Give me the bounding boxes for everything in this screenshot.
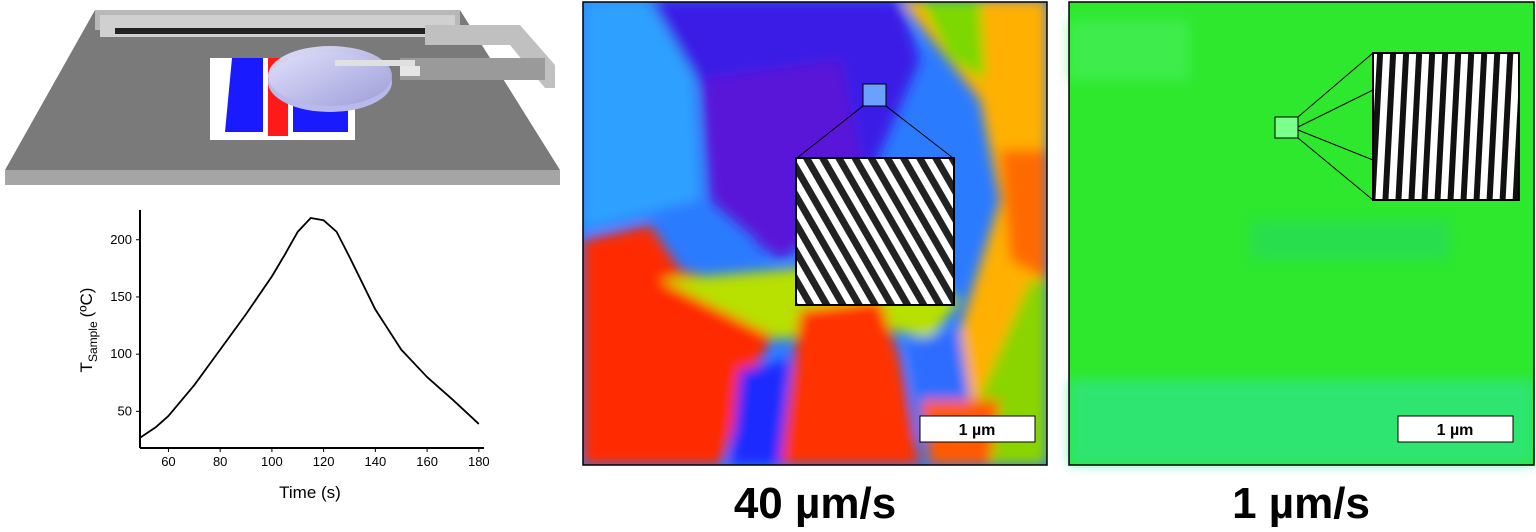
x-tick-label: 140 <box>365 454 387 469</box>
y-tick-label: 50 <box>118 403 132 418</box>
scale-bar-label: 1 µm <box>1437 422 1474 439</box>
y-axis-label: TSample (ºC) <box>77 288 100 373</box>
x-axis-label: Time (s) <box>279 483 341 502</box>
x-tick-label: 60 <box>161 454 175 469</box>
y-label-unit: (ºC) <box>77 288 96 318</box>
x-tick-label: 120 <box>313 454 335 469</box>
map-fast <box>582 1 1048 466</box>
x-tick-label: 180 <box>468 454 490 469</box>
panel-caption: 1 µm/s <box>1232 479 1370 528</box>
y-label-sub: Sample <box>86 321 100 362</box>
y-label-main: T <box>77 362 96 372</box>
data-line <box>139 217 480 439</box>
map-slow <box>1068 1 1535 466</box>
y-tick-label: 200 <box>110 232 132 247</box>
y-tick-label: 150 <box>110 289 132 304</box>
panel-caption: 40 µm/s <box>734 479 896 528</box>
scale-bar-label: 1 µm <box>959 422 996 439</box>
x-tick-label: 160 <box>416 454 438 469</box>
device-illustration <box>5 10 560 185</box>
y-tick-label: 100 <box>110 346 132 361</box>
x-tick-label: 100 <box>261 454 283 469</box>
x-tick-label: 80 <box>213 454 227 469</box>
